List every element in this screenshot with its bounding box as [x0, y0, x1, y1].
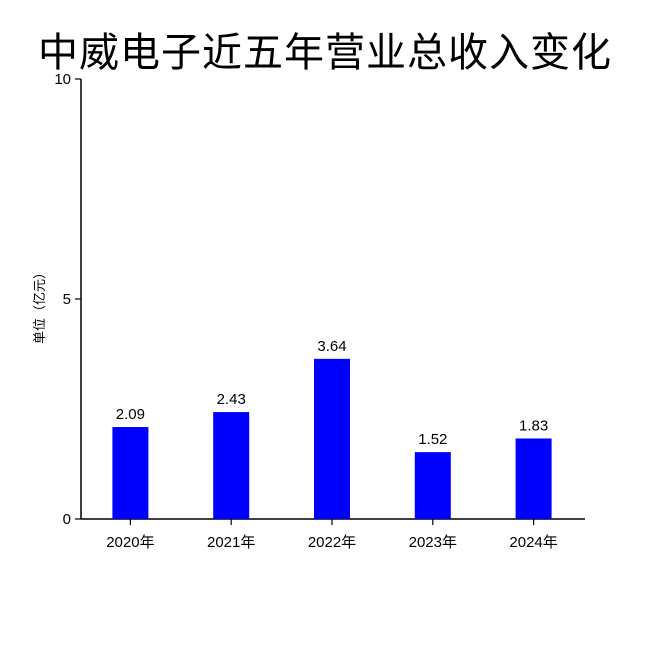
- y-tick-label: 10: [54, 71, 71, 88]
- bars: 2.09 2.43 3.64 1.52 1.83: [112, 338, 552, 519]
- y-ticks: 0 5 10: [54, 71, 81, 528]
- y-tick-label: 5: [63, 291, 71, 308]
- bar-value-label: 1.83: [519, 417, 548, 434]
- x-tick-label: 2021年: [207, 534, 255, 551]
- y-tick-label: 0: [63, 511, 71, 528]
- chart-title: 中威电子近五年营业总收入变化: [38, 30, 612, 76]
- bar-value-label: 3.64: [317, 338, 346, 355]
- bar: [213, 412, 250, 519]
- bar-value-label: 2.09: [116, 406, 145, 423]
- x-tick-label: 2020年: [106, 534, 154, 551]
- bar: [314, 358, 350, 519]
- bar: [515, 438, 552, 519]
- x-tick-label: 2023年: [409, 534, 457, 551]
- bar-value-label: 1.52: [418, 431, 447, 448]
- y-axis-label: 单位（亿元）: [33, 266, 48, 344]
- x-tick-label: 2022年: [308, 534, 356, 551]
- bar: [414, 452, 451, 519]
- bar-value-label: 2.43: [217, 391, 246, 408]
- bar: [112, 427, 149, 519]
- x-ticks: 2020年 2021年 2022年 2023年 2024年: [106, 519, 558, 551]
- x-tick-label: 2024年: [509, 534, 557, 551]
